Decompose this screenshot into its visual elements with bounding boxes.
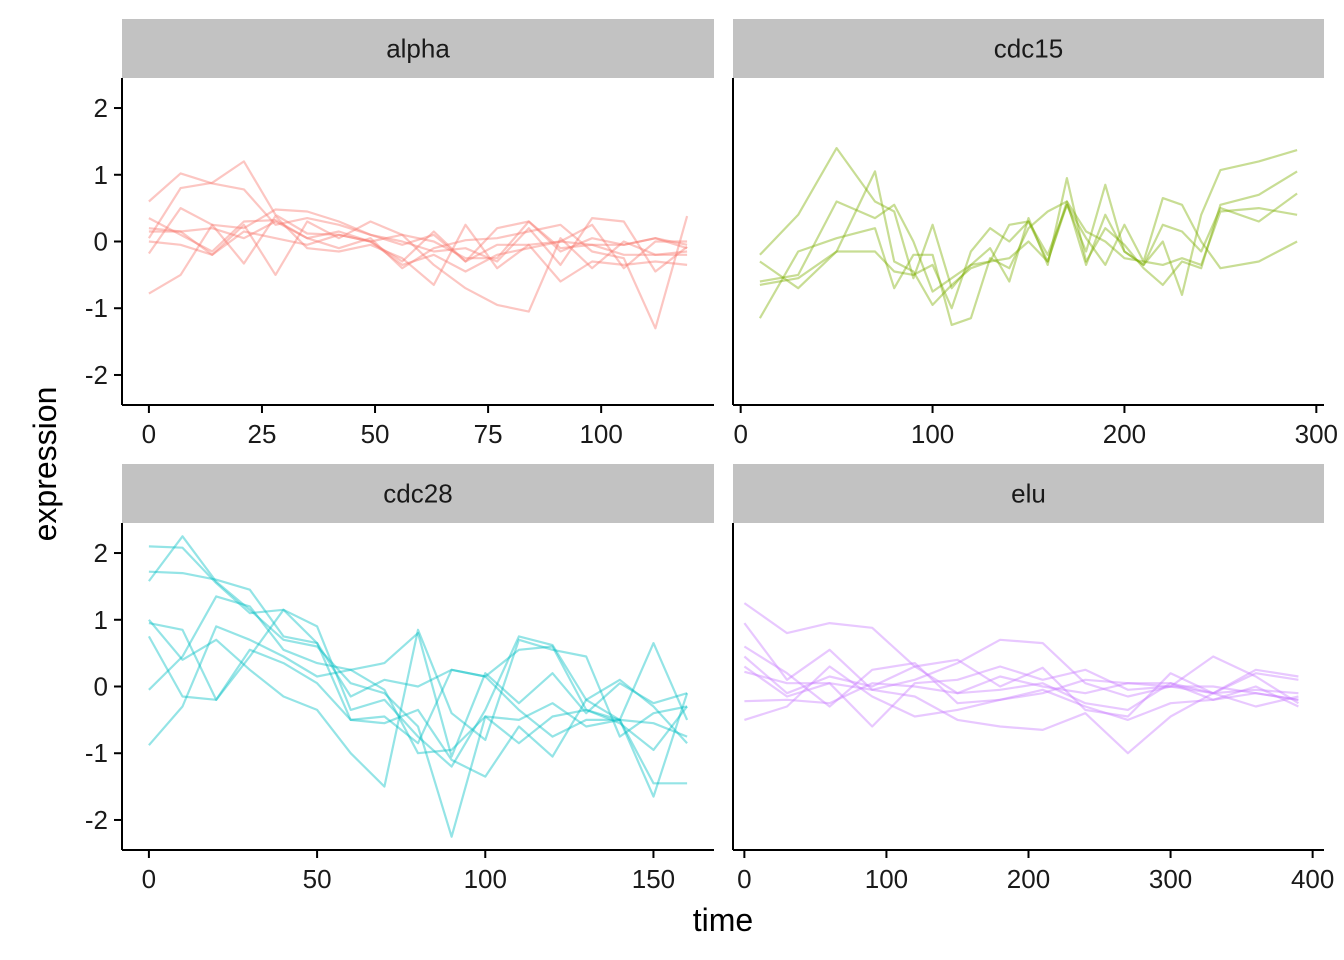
series-line-3 [743,655,1299,708]
y-tick-label: 0 [94,227,108,257]
x-tick-label: 200 [1007,864,1050,894]
x-tick-label: 150 [632,864,675,894]
series-line-3 [758,200,1298,326]
x-tick-label: 400 [1291,864,1334,894]
series-line-7 [148,230,688,263]
x-tick-label: 25 [248,419,277,449]
y-tick-label: -1 [85,293,108,323]
facet-strip-label: cdc15 [994,34,1063,64]
x-tick-label: 200 [1103,419,1146,449]
series-line-6 [148,595,688,785]
facet-strip-label: elu [1011,479,1046,509]
facet-strip [122,464,714,523]
y-tick-label: 2 [94,538,108,568]
x-tick-label: 0 [737,864,751,894]
y-tick-label: -2 [85,805,108,835]
series-line-4 [743,665,1299,728]
series-line-8 [743,645,1299,708]
y-tick-label: 1 [94,605,108,635]
x-tick-label: 50 [303,864,332,894]
series-line-4 [148,622,688,778]
series-line-2 [759,170,1298,293]
y-axis-title: expression [27,387,63,542]
x-axis-title: time [693,902,753,938]
x-tick-label: 0 [142,419,156,449]
series-line-8 [148,220,688,313]
series-line-7 [744,665,1299,721]
x-tick-label: 100 [911,419,954,449]
y-tick-label: -1 [85,738,108,768]
x-tick-label: 50 [361,419,390,449]
x-tick-label: 75 [474,419,503,449]
y-tick-label: 1 [94,160,108,190]
x-tick-label: 100 [579,419,622,449]
series-line-7 [148,625,688,758]
x-tick-label: 100 [464,864,507,894]
facet-strip-label: cdc28 [383,479,452,509]
series-line-4 [759,170,1298,306]
x-tick-label: 100 [865,864,908,894]
series-line-2 [743,622,1299,705]
series-line-1 [743,602,1299,718]
series-line-1 [148,545,689,798]
series-line-1 [759,147,1298,296]
x-tick-label: 0 [733,419,747,449]
series-line-8 [148,619,688,788]
facet-panel-cdc28: cdc28 -2 -1 0 1 2 0 50 100 150 [85,464,714,894]
series-line-5 [759,197,1298,310]
y-tick-label: 2 [94,93,108,123]
series-line-1 [148,172,688,263]
series-line-3 [148,208,688,295]
facet-strip [122,19,714,78]
series-line-4 [148,215,689,330]
facet-panel-alpha: alpha -2 -1 0 1 2 0 25 50 75 100 [85,19,714,449]
series-line-2 [148,570,688,751]
series-line-5 [147,608,689,738]
series-line-3 [148,535,688,838]
series-line-5 [147,207,688,286]
series-line-2 [147,160,688,273]
x-tick-label: 300 [1149,864,1192,894]
series-line-6 [744,682,1299,711]
facet-panel-cdc15: cdc15 0 100 200 300 [732,19,1338,449]
facet-strip-label: alpha [386,34,450,64]
series-line-5 [744,670,1299,755]
series-line-6 [148,220,688,276]
facet-panel-elu: elu 0 100 200 300 400 [732,464,1334,894]
facet-strip [733,464,1324,523]
x-tick-label: 300 [1295,419,1338,449]
y-tick-label: -2 [85,360,108,390]
x-tick-label: 0 [142,864,156,894]
facet-strip [733,19,1324,78]
y-tick-label: 0 [94,672,108,702]
